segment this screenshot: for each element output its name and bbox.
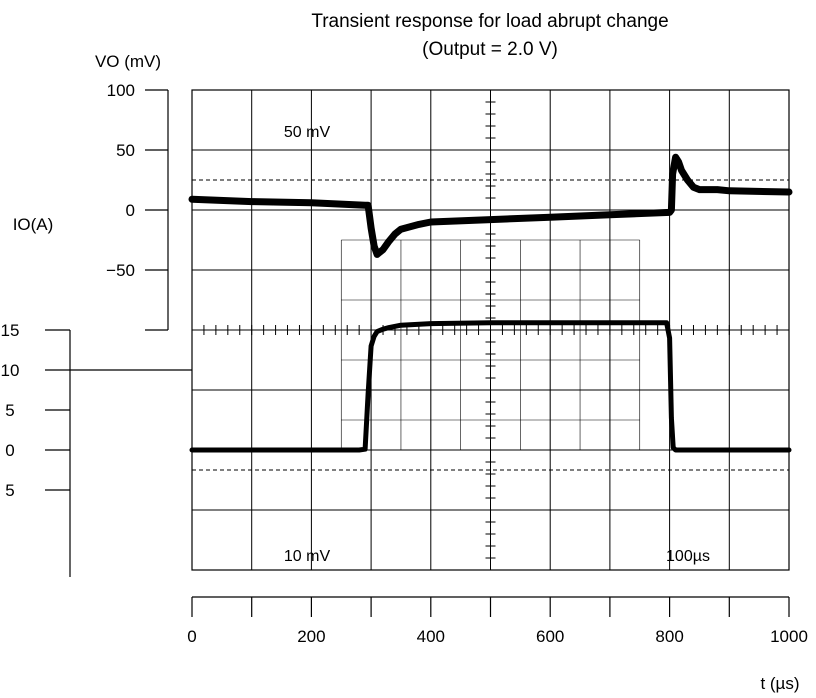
chart-subtitle: (Output = 2.0 V) bbox=[422, 39, 558, 60]
time-tick-label: 400 bbox=[417, 627, 445, 646]
time-tick-label: 600 bbox=[536, 627, 564, 646]
io-trace bbox=[189, 320, 792, 453]
x-axis-label: t (µs) bbox=[760, 674, 799, 693]
io-axis-label: IO(A) bbox=[13, 215, 54, 234]
vo-tick-label: 100 bbox=[107, 81, 135, 100]
scope-grid bbox=[191, 89, 790, 571]
time-tick-label: 0 bbox=[187, 627, 196, 646]
io-tick-label: 15 bbox=[1, 321, 20, 340]
vo-tick-label: 50 bbox=[116, 141, 135, 160]
time-scale-label: 100µs bbox=[666, 548, 710, 565]
vo-scale-label: 50 mV bbox=[284, 124, 331, 141]
time-tick-label: 800 bbox=[655, 627, 683, 646]
time-tick-label: 200 bbox=[297, 627, 325, 646]
vo-tick-label: 0 bbox=[126, 201, 135, 220]
chart-title: Transient response for load abrupt chang… bbox=[311, 11, 668, 32]
vo-axis-label: VO (mV) bbox=[95, 52, 161, 71]
io-tick-label: 5 bbox=[5, 481, 14, 500]
io-scale-label: 10 mV bbox=[284, 548, 331, 565]
io-tick-label: 10 bbox=[1, 361, 20, 380]
vo-tick-label: −50 bbox=[106, 261, 135, 280]
io-tick-label: 0 bbox=[5, 441, 14, 460]
vo-trace bbox=[188, 153, 793, 258]
io-tick-label: 5 bbox=[5, 401, 14, 420]
time-tick-label: 1000 bbox=[770, 627, 808, 646]
